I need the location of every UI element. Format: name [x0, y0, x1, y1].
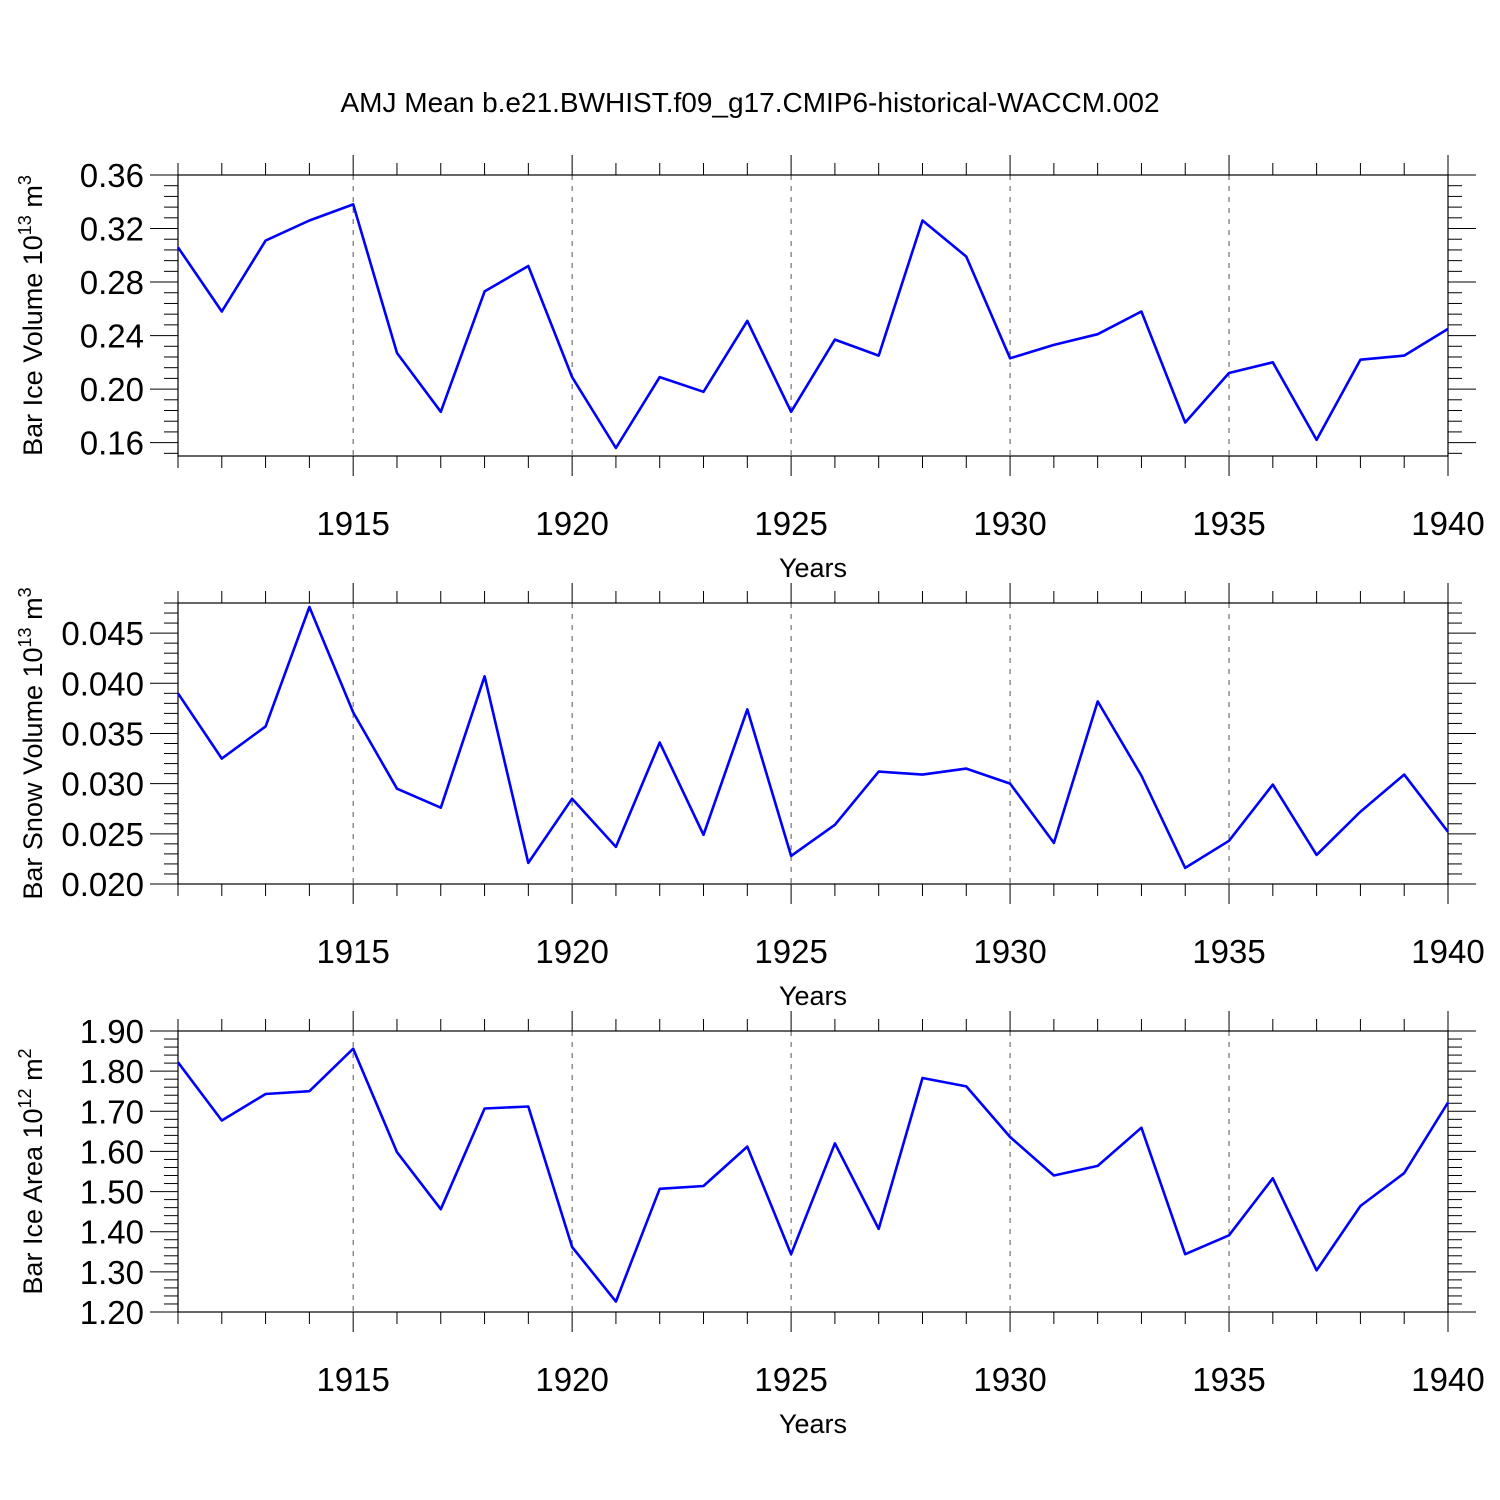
x-tick-label: 1940 — [1411, 1361, 1484, 1398]
y-axis-title-part-2: 12 — [15, 1088, 35, 1108]
y-axis-title-part-4: 3 — [15, 587, 35, 597]
panel-2: 0.020 0.025 0.030 0.035 0.040 0.045 1915 1920 19… — [15, 583, 1485, 1011]
y-tick-label: 0.020 — [61, 866, 144, 903]
series-line-1 — [176, 203, 1449, 450]
y-tick-label: 1.80 — [80, 1053, 144, 1090]
y-axis-title-part-2: 13 — [15, 627, 35, 647]
x-tick-label: 1920 — [535, 933, 608, 970]
y-axis-title-part-3: m — [18, 597, 48, 627]
y-axis-title-part-3: m — [18, 185, 48, 215]
x-tick-label: 1925 — [754, 1361, 827, 1398]
y-tick-label: 1.20 — [80, 1294, 144, 1331]
x-tick-label: 1930 — [973, 933, 1046, 970]
x-tick-label: 1935 — [1192, 933, 1265, 970]
y-axis-title-part-1: Bar Ice Area 10 — [18, 1108, 48, 1294]
y-axis-title-part-3: m — [18, 1058, 48, 1088]
y-tick-label: 0.20 — [80, 371, 144, 408]
y-axis-title-part-1: Bar Ice Volume 10 — [18, 235, 48, 456]
x-tick-label: 1930 — [973, 1361, 1046, 1398]
panels: 0.16 0.20 0.24 0.28 0.32 0.36 1915 1920 1925 1930… — [15, 155, 1485, 1439]
y-axis-title-part-4: 3 — [15, 175, 35, 185]
x-tick-label: 1940 — [1411, 505, 1484, 542]
x-axis-title: Years — [779, 553, 847, 583]
y-tick-label: 0.035 — [61, 715, 144, 752]
x-axis-title: Years — [779, 1409, 847, 1439]
x-axis-title: Years — [779, 981, 847, 1011]
y-tick-label: 0.16 — [80, 425, 144, 462]
y-tick-label: 0.025 — [61, 816, 144, 853]
y-tick-label: 0.32 — [80, 211, 144, 248]
y-tick-label: 1.90 — [80, 1013, 144, 1050]
y-tick-label: 0.045 — [61, 615, 144, 652]
y-tick-label: 1.60 — [80, 1133, 144, 1170]
y-tick-label: 0.36 — [80, 157, 144, 194]
y-tick-label: 0.24 — [80, 318, 144, 355]
y-tick-label: 1.70 — [80, 1093, 144, 1130]
x-tick-label: 1935 — [1192, 505, 1265, 542]
x-tick-label: 1940 — [1411, 933, 1484, 970]
series-line-1 — [176, 1047, 1450, 1303]
y-axis-title-part-1: Bar Snow Volume 10 — [18, 647, 48, 899]
series-line-1 — [176, 605, 1450, 870]
x-tick-label: 1925 — [754, 505, 827, 542]
x-tick-label: 1915 — [316, 1361, 389, 1398]
y-axis-title-part-2: 13 — [15, 215, 35, 235]
y-tick-label: 1.40 — [80, 1214, 144, 1251]
chart-title: AMJ Mean b.e21.BWHIST.f09_g17.CMIP6-hist… — [340, 87, 1159, 118]
y-axis-title: Bar Ice Volume 1013 m3 — [15, 175, 48, 456]
y-tick-label: 0.28 — [80, 264, 144, 301]
y-tick-label: 0.040 — [61, 665, 144, 702]
x-tick-label: 1920 — [535, 505, 608, 542]
y-tick-label: 0.030 — [61, 766, 144, 803]
y-tick-label: 1.50 — [80, 1174, 144, 1211]
x-tick-label: 1930 — [973, 505, 1046, 542]
y-tick-label: 1.30 — [80, 1254, 144, 1291]
y-axis-title: Bar Snow Volume 1013 m3 — [15, 587, 48, 899]
plot-frame — [177, 1030, 1449, 1313]
x-tick-label: 1925 — [754, 933, 827, 970]
y-axis-title-part-4: 2 — [15, 1048, 35, 1058]
x-tick-label: 1915 — [316, 933, 389, 970]
panel-3: 1.201.301.401.50 1.601.701.801.90 1915 1920… — [15, 1011, 1485, 1439]
plot-frame — [177, 174, 1449, 457]
x-tick-label: 1935 — [1192, 1361, 1265, 1398]
panel-1: 0.16 0.20 0.24 0.28 0.32 0.36 1915 1920 1925 1930… — [15, 155, 1485, 583]
x-tick-label: 1920 — [535, 1361, 608, 1398]
y-axis-title: Bar Ice Area 1012 m2 — [15, 1048, 48, 1294]
x-tick-label: 1915 — [316, 505, 389, 542]
